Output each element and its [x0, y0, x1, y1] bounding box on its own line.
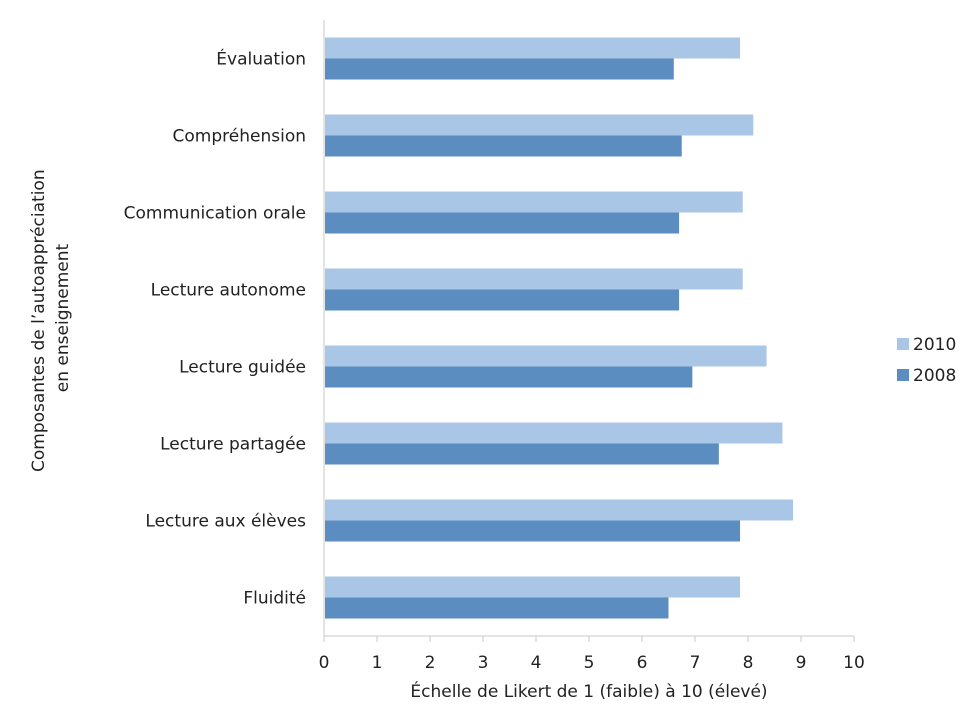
bar-2010-6 — [325, 422, 783, 444]
category-label: Communication orale — [124, 204, 306, 224]
legend-label-2010: 2010 — [913, 335, 956, 355]
legend-swatch-2008 — [897, 369, 909, 381]
category-label: Évaluation — [216, 48, 306, 70]
bar-2008-1 — [325, 58, 674, 80]
x-tick-label: 9 — [796, 653, 807, 673]
x-tick-label: 6 — [637, 653, 648, 673]
category-label: Lecture guidée — [179, 358, 306, 378]
category-labels: Évaluation Compréhension Communication ora… — [124, 48, 307, 609]
x-tick-label: 8 — [743, 653, 754, 673]
bar-2008-2 — [325, 135, 682, 157]
x-tick-label: 5 — [584, 653, 595, 673]
x-tick-label: 2 — [425, 653, 436, 673]
legend: 2010 2008 — [897, 335, 956, 386]
x-tick-label: 3 — [478, 653, 489, 673]
bar-2010-5 — [325, 345, 767, 367]
bar-2008-4 — [325, 289, 680, 311]
bar-2010-8 — [325, 576, 741, 598]
bar-2008-8 — [325, 597, 669, 619]
x-axis-title: Échelle de Likert de 1 (faible) à 10 (él… — [410, 680, 767, 702]
bar-2010-3 — [325, 191, 743, 213]
x-tick-label: 7 — [690, 653, 701, 673]
bar-2010-2 — [325, 114, 754, 136]
bar-2010-4 — [325, 268, 743, 290]
bar-2008-5 — [325, 366, 693, 388]
x-tick-label: 1 — [372, 653, 383, 673]
category-label: Compréhension — [173, 127, 306, 147]
x-tick-label: 4 — [531, 653, 542, 673]
bars-group — [325, 37, 794, 619]
y-axis-title: Composantes de l’autoappréciation en ens… — [29, 164, 73, 472]
bar-2008-7 — [325, 520, 741, 542]
bar-2008-6 — [325, 443, 719, 465]
bar-2010-1 — [325, 37, 741, 59]
category-label: Lecture partagée — [160, 435, 306, 455]
legend-swatch-2010 — [897, 338, 909, 350]
bar-2008-3 — [325, 212, 680, 234]
x-ticks: 0 1 2 3 4 5 6 7 8 9 10 — [319, 636, 865, 673]
x-tick-label: 10 — [843, 653, 865, 673]
legend-label-2008: 2008 — [913, 366, 956, 386]
bar-2010-7 — [325, 499, 794, 521]
y-axis-title-line-2: en enseignement — [53, 243, 73, 392]
x-tick-label: 0 — [319, 653, 330, 673]
category-label: Lecture autonome — [151, 281, 306, 301]
y-axis-title-line-1: Composantes de l’autoappréciation — [29, 169, 49, 472]
category-label: Lecture aux élèves — [145, 512, 306, 532]
category-label: Fluidité — [243, 589, 306, 609]
